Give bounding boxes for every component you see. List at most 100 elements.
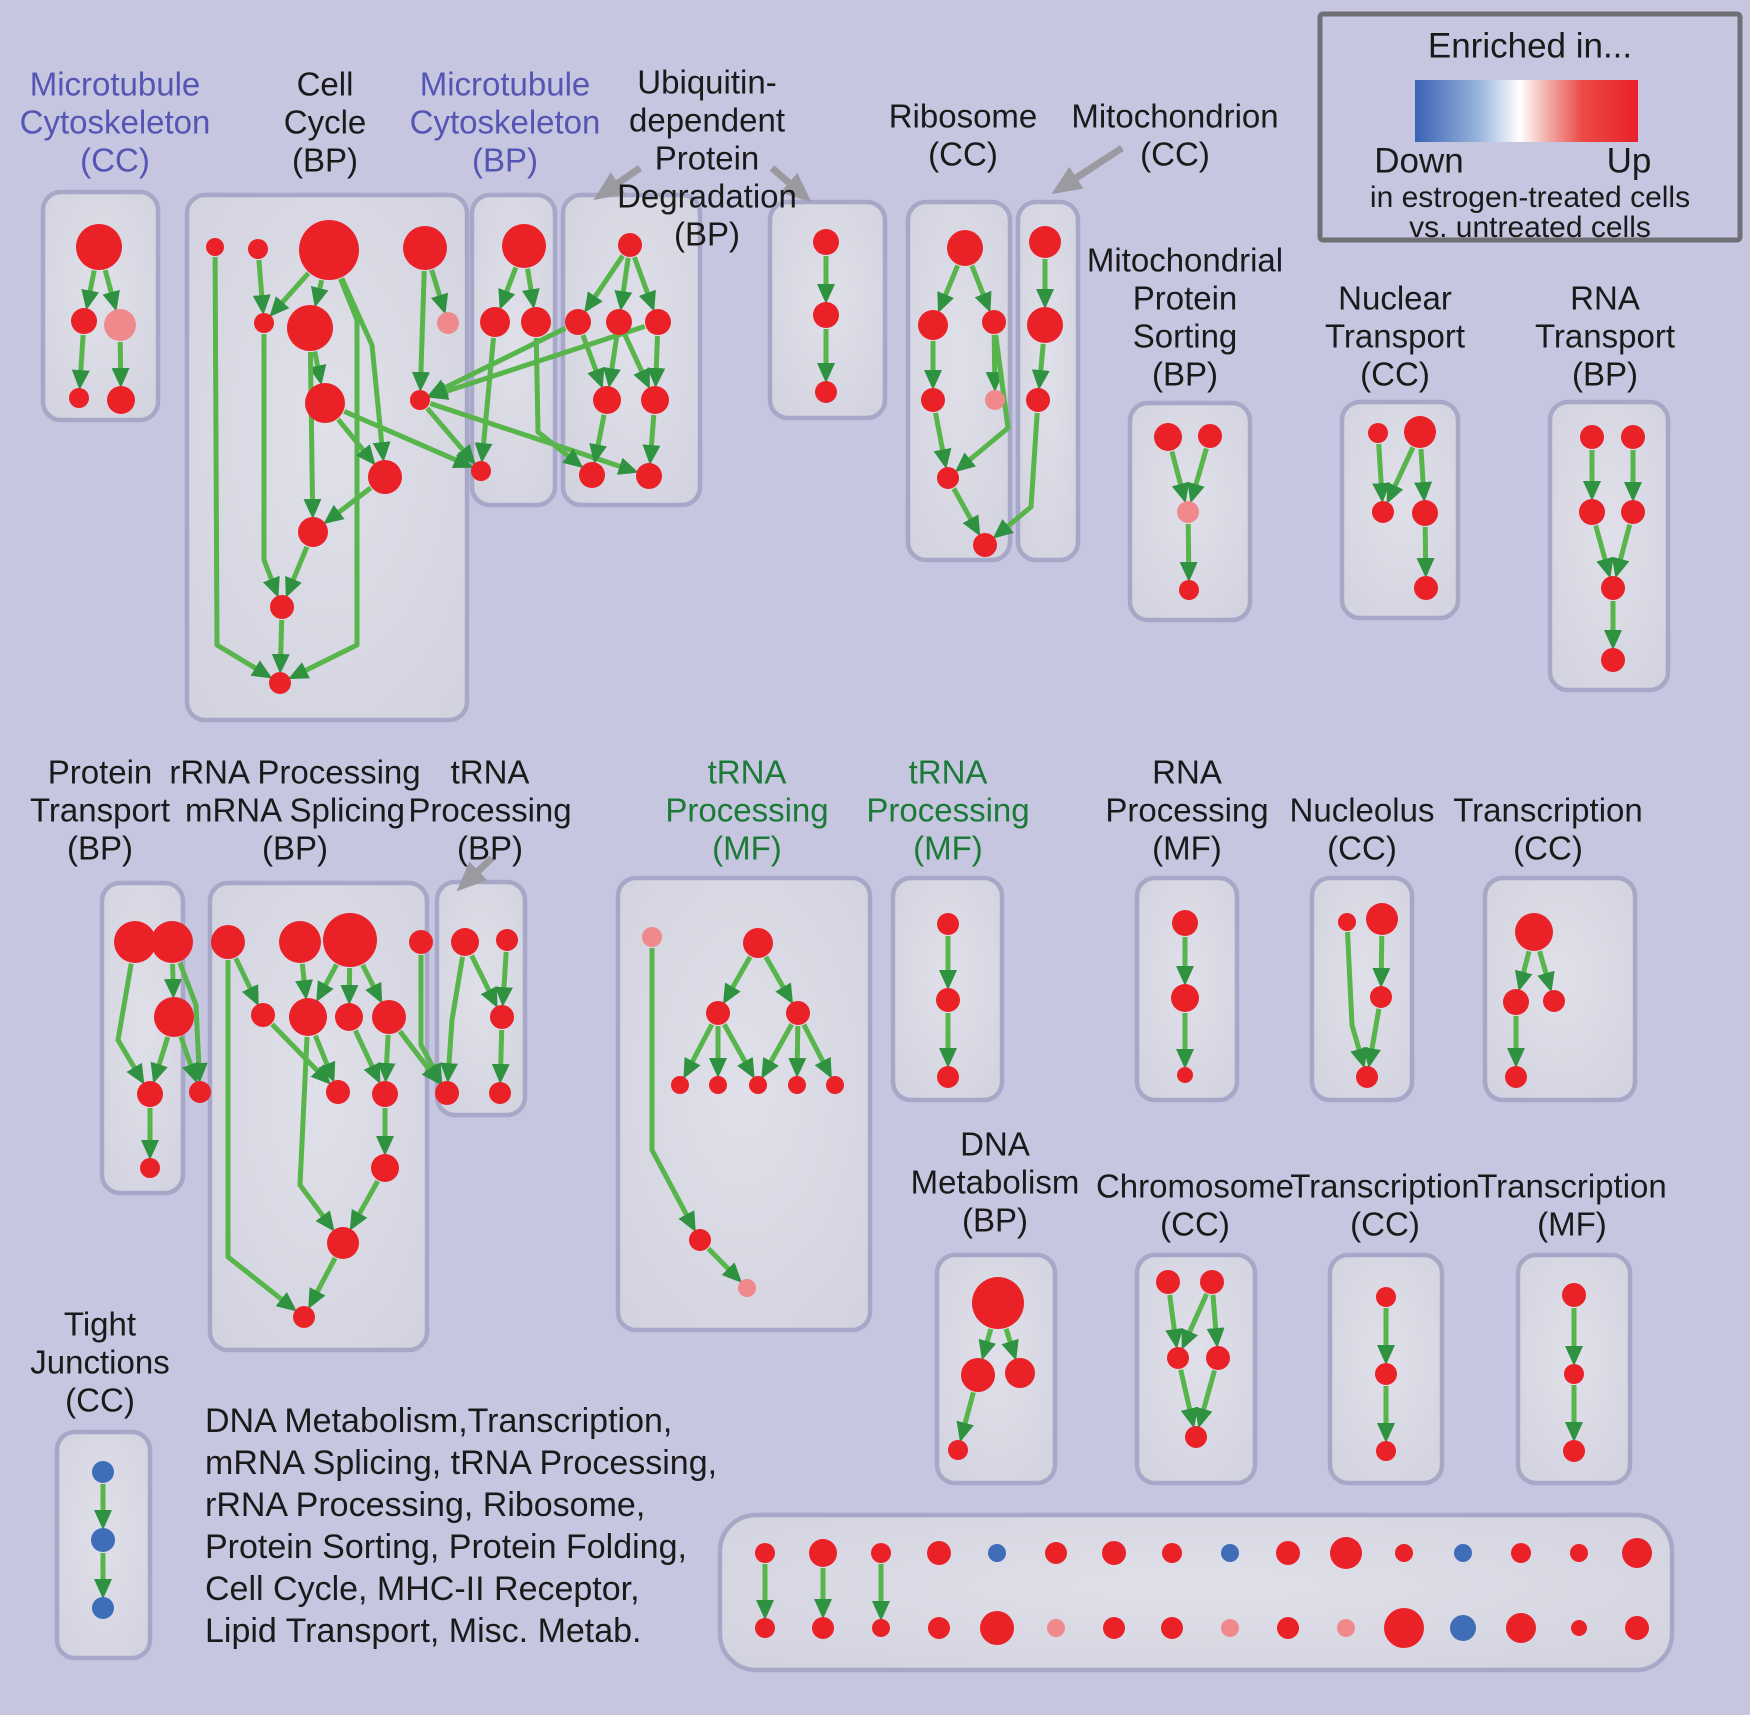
go-term-node-c4	[403, 226, 447, 270]
go-term-node-e2	[1404, 416, 1436, 448]
go-term-node-c8	[305, 383, 345, 423]
relation-arrow	[343, 409, 474, 469]
edges	[71, 254, 1642, 1599]
go-term-node-e1	[1368, 423, 1388, 443]
relation-arrow	[316, 963, 339, 1003]
relation-arrow	[683, 1023, 715, 1079]
grid-node-top-13	[1454, 1544, 1472, 1562]
grid-node-bottom-3	[872, 1619, 890, 1637]
cluster-label-mitochondrion-cc-line1: Mitochondrion	[1071, 98, 1278, 135]
go-term-node-m1	[502, 224, 546, 268]
go-term-node-x2	[1200, 1270, 1224, 1294]
relation-arrow	[212, 256, 273, 679]
cluster-label-microtubule-cytoskeleton-bp-line3: (BP)	[472, 142, 538, 179]
grid-node-bottom-16	[1625, 1616, 1649, 1640]
relation-arrow	[706, 1246, 743, 1283]
go-term-node-j4	[1356, 1066, 1378, 1088]
grid-node-top-7	[1102, 1541, 1126, 1565]
legend-subtitle-line2: vs. untreated cells	[1409, 211, 1651, 244]
go-term-node-e4	[1412, 500, 1438, 526]
grid-node-bottom-6	[1047, 1619, 1065, 1637]
go-term-node-x1	[1156, 1270, 1180, 1294]
go-term-node-p4	[137, 1081, 163, 1107]
relation-arrow	[933, 412, 952, 470]
go-term-node-c12	[270, 595, 294, 619]
go-term-node-j3	[1370, 986, 1392, 1008]
relation-arrow	[150, 1036, 171, 1084]
go-term-node-s2	[743, 928, 773, 958]
go-term-node-f4	[1621, 500, 1645, 524]
cluster-label-nuclear-transport-cc-line3: (CC)	[1360, 356, 1430, 393]
relation-arrow	[494, 951, 513, 1008]
relation-arrow	[1386, 446, 1416, 504]
cluster-label-mitochondrial-protein-sorting-bp-line2: Protein	[1133, 280, 1238, 317]
relation-arrow	[1031, 343, 1050, 391]
cluster-label-trna-processing-mf-2-line1: tRNA	[909, 754, 988, 791]
go-term-node-r2	[918, 310, 948, 340]
go-term-node-r7	[973, 533, 997, 557]
go-term-node-sb4	[788, 1076, 806, 1094]
relation-arrow	[288, 277, 360, 680]
relation-arrow	[323, 485, 373, 525]
grid-node-top-1	[755, 1543, 775, 1563]
go-term-node-h1	[937, 913, 959, 935]
cluster-label-microtubule-cytoskeleton-bp-line1: Microtubule	[420, 66, 591, 103]
relation-arrow	[261, 334, 280, 598]
cluster-boxes	[40, 189, 1675, 1673]
legend-subtitle-line1: in estrogen-treated cells	[1370, 181, 1690, 214]
cluster-box-rna-transport-bp	[1547, 399, 1671, 693]
go-term-node-tj1	[92, 1461, 114, 1483]
relation-arrow	[271, 619, 290, 674]
cluster-label-mitochondrial-protein-sorting-bp-line1: Mitochondrial	[1087, 242, 1283, 279]
grid-node-bottom-5	[980, 1611, 1014, 1645]
label-pointer-arrow-icon	[456, 855, 495, 892]
cluster-label-chromosome-cc-line2: (CC)	[1160, 1206, 1230, 1243]
relation-arrow	[297, 1036, 335, 1232]
cluster-box-trna-processing-bp	[434, 879, 528, 1118]
grid-node-top-16	[1622, 1538, 1652, 1568]
go-term-node-c9	[410, 390, 430, 410]
relation-arrow	[969, 264, 992, 313]
go-term-node-u5	[593, 386, 621, 414]
cluster-label-trna-processing-mf-1-line1: tRNA	[708, 754, 787, 791]
cluster-label-transcription-cc-mid-line1: Transcription	[1453, 792, 1643, 829]
go-term-node-e5	[1414, 576, 1438, 600]
relation-arrow	[353, 1029, 381, 1085]
relation-arrow	[521, 268, 540, 310]
go-term-node-v1	[813, 229, 839, 255]
go-term-node-x3	[1167, 1347, 1189, 1369]
cluster-label-transcription-cc-low-line1: Transcription	[1290, 1168, 1480, 1205]
cluster-box-rrna-processing-mrna-splicing-bp	[207, 880, 430, 1353]
grid-node-top-12	[1395, 1544, 1413, 1562]
relation-arrow	[252, 259, 271, 316]
go-term-node-tj3	[92, 1597, 114, 1619]
cluster-label-transcription-cc-low-line2: (CC)	[1350, 1206, 1420, 1243]
cluster-label-nuclear-transport-cc-line2: Transport	[1325, 318, 1465, 355]
legend-title: Enriched in...	[1428, 26, 1632, 65]
relation-arrow	[418, 955, 443, 1085]
relation-arrow	[397, 1029, 441, 1086]
relation-arrow	[440, 956, 465, 1084]
collapsed-categories-line1: DNA Metabolism,Transcription,	[205, 1402, 672, 1440]
cluster-label-rna-processing-mf-line3: (MF)	[1152, 830, 1222, 867]
relation-arrow	[233, 957, 259, 1007]
relation-arrow	[491, 1029, 510, 1084]
legend-colorbar-icon	[1415, 80, 1638, 142]
relation-arrow	[360, 963, 383, 1004]
go-term-node-v3	[815, 381, 837, 403]
go-term-node-w2	[961, 1358, 995, 1392]
cluster-box-microtubule-cytoskeleton-bp	[469, 192, 558, 508]
go-term-node-sb5	[826, 1076, 844, 1094]
go-term-node-m4	[471, 461, 491, 481]
go-term-node-p6	[189, 1081, 211, 1103]
go-term-node-q2	[279, 921, 321, 963]
cluster-label-chromosome-cc-line1: Chromosome	[1096, 1168, 1294, 1205]
cluster-label-mitochondrion-cc-line2: (CC)	[1140, 136, 1210, 173]
relation-arrow	[469, 954, 498, 1009]
grid-node-bottom-9	[1221, 1619, 1239, 1637]
cluster-label-trna-processing-mf-1-line2: Processing	[665, 792, 828, 829]
mixed-terms-grid	[755, 1537, 1652, 1648]
relation-arrow	[951, 487, 981, 537]
